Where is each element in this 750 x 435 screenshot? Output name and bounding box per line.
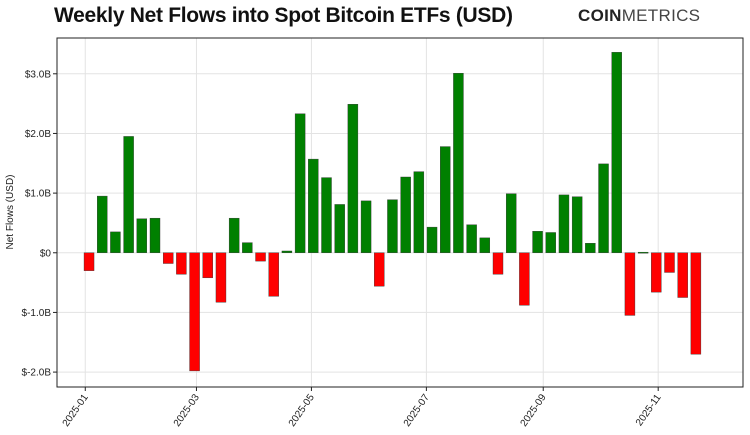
bar-2025-11-07 — [664, 252, 675, 273]
bar-2025-02-28 — [189, 252, 200, 372]
bar-2025-05-16 — [334, 204, 345, 253]
plot-frame — [56, 37, 744, 388]
grid-lines — [57, 38, 743, 387]
bar-2025-01-24 — [123, 136, 134, 253]
bar-2025-04-04 — [255, 252, 266, 262]
bar-2025-05-30 — [360, 200, 372, 253]
bar-2025-10-17 — [624, 252, 636, 316]
bar-2025-04-11 — [268, 252, 279, 297]
bar-2025-01-17 — [110, 231, 121, 253]
bar-2025-08-22 — [519, 252, 530, 306]
y-axis-label: Net Flows (USD) — [5, 174, 16, 249]
bar-2025-05-23 — [347, 104, 359, 253]
bar-2025-06-06 — [374, 252, 385, 287]
bar-2025-07-18 — [453, 72, 464, 253]
bar-2025-07-04 — [426, 226, 438, 253]
bar-2025-03-21 — [228, 217, 240, 253]
bar-2025-06-20 — [400, 176, 411, 253]
bar-2025-04-25 — [294, 113, 306, 253]
bar-2025-07-11 — [440, 146, 451, 253]
bar-2025-10-24 — [637, 251, 649, 254]
bar-2025-03-07 — [202, 252, 213, 279]
bar-2025-11-21 — [690, 252, 702, 355]
bar-2025-07-25 — [466, 224, 477, 253]
bar-2025-08-29 — [532, 231, 543, 253]
y-axis: $-2.0B $-1.0B $0 $1.0B $2.0B $3.0B — [22, 69, 57, 379]
bar-2025-05-02 — [308, 158, 319, 253]
bar-2025-02-14 — [162, 252, 174, 264]
bar-2025-08-15 — [505, 193, 517, 253]
y-tick-label: $3.0B — [25, 69, 51, 80]
y-tick-label: $0 — [40, 248, 52, 259]
bar-2025-09-05 — [545, 232, 556, 253]
bar-2025-10-10 — [611, 52, 622, 253]
y-tick-label: $1.0B — [25, 189, 51, 200]
logo-bold-text: COIN — [578, 6, 622, 25]
x-tick-label: 2025-11 — [634, 392, 664, 428]
x-tick-label: 2025-03 — [172, 392, 202, 429]
bar-2025-02-21 — [176, 252, 187, 275]
y-tick-label: $-1.0B — [22, 308, 52, 319]
bar-2025-11-14 — [677, 252, 688, 298]
y-tick-label: $-2.0B — [22, 368, 52, 379]
x-axis: 2025-01 2025-03 2025-05 2025-07 2025-09 2025-… — [61, 387, 664, 429]
bar-2025-03-14 — [215, 252, 227, 303]
bar-2025-06-13 — [387, 199, 398, 253]
x-tick-label: 2025-09 — [519, 392, 549, 429]
bar-2025-08-01 — [479, 237, 491, 253]
x-tick-label: 2025-07 — [402, 392, 432, 429]
bar-2025-03-28 — [242, 242, 253, 253]
x-tick-label: 2025-01 — [61, 392, 91, 429]
bar-2025-01-31 — [136, 218, 148, 253]
y-tick-label: $2.0B — [25, 129, 51, 140]
bar-2025-09-26 — [585, 243, 596, 253]
bar-2025-09-12 — [558, 194, 570, 253]
bar-2025-04-18 — [281, 250, 293, 253]
bar-2025-01-10 — [97, 195, 108, 253]
bar-2025-08-08 — [492, 252, 504, 275]
bars — [83, 52, 702, 372]
bar-2025-10-03 — [598, 163, 609, 253]
bar-2025-05-09 — [321, 177, 332, 253]
logo-light-text: METRICS — [621, 6, 701, 25]
x-tick-label: 2025-05 — [287, 392, 317, 429]
bar-2025-06-27 — [413, 171, 425, 253]
bar-2025-10-31 — [651, 252, 662, 293]
bar-2025-01-03 — [83, 252, 95, 271]
bar-2025-02-07 — [149, 217, 161, 253]
coinmetrics-logo: COINMETRICS — [578, 6, 700, 26]
bar-2025-09-19 — [571, 196, 583, 253]
chart-title: Weekly Net Flows into Spot Bitcoin ETFs … — [54, 4, 513, 27]
